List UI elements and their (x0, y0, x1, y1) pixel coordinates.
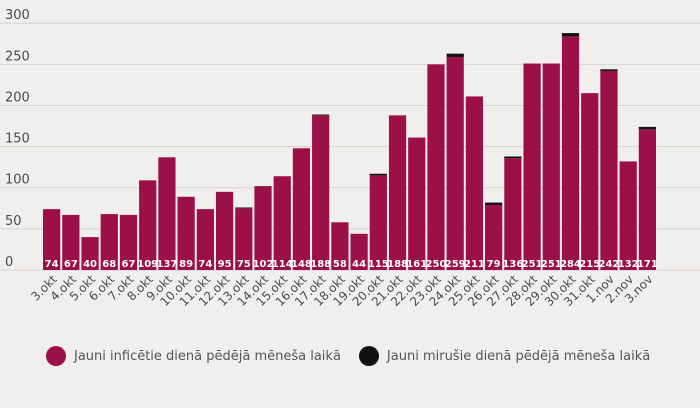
bar-value-label: 136 (502, 259, 523, 270)
y-tick-label: 50 (5, 214, 22, 229)
bar-infected (139, 180, 157, 270)
bar-deaths (638, 126, 656, 130)
bar-infected (100, 214, 118, 270)
bar-deaths (561, 33, 580, 37)
y-tick-label: 100 (5, 173, 30, 188)
bar-value-label: 75 (237, 259, 251, 270)
legend-item-infected: Jauni inficētie dienā pēdējā mēneša laik… (46, 346, 341, 366)
bar-deaths (312, 114, 330, 116)
bar-infected (542, 63, 560, 270)
bar-infected (427, 64, 445, 271)
bar-value-label: 68 (102, 259, 116, 270)
legend-label-infected: Jauni inficētie dienā pēdējā mēneša laik… (74, 348, 341, 364)
legend-swatch-deaths (358, 346, 379, 366)
bar-infected (638, 129, 656, 270)
bar-value-label: 115 (368, 259, 389, 270)
bar-value-label: 44 (352, 259, 366, 270)
bar-value-label: 259 (445, 259, 466, 270)
bar-value-label: 188 (387, 259, 408, 270)
bar-infected (292, 148, 311, 270)
bar-infected (235, 208, 253, 270)
bar-infected (81, 237, 99, 270)
bar-value-label: 102 (253, 259, 274, 270)
bars (43, 33, 656, 271)
bar-value-label: 211 (464, 259, 485, 270)
bar-value-label: 79 (487, 259, 501, 270)
bar-infected (465, 96, 484, 270)
bar-infected (581, 93, 599, 270)
bar-value-label: 58 (333, 259, 347, 270)
bar-value-label: 171 (637, 259, 658, 270)
y-tick-label: 300 (5, 8, 30, 23)
bar-deaths (600, 69, 618, 71)
bar-deaths (235, 207, 253, 209)
bar-value-label: 95 (218, 259, 232, 270)
bar-infected (504, 158, 522, 270)
legend: Jauni inficētie dienā pēdējā mēneša laik… (46, 346, 668, 366)
bar-value-label: 251 (541, 259, 562, 270)
bar-infected (561, 36, 580, 270)
bar-value-label: 251 (522, 259, 543, 270)
bar-infected (619, 161, 637, 270)
bar-infected (254, 186, 272, 270)
y-tick-label: 0 (5, 255, 13, 270)
bar-value-label: 109 (137, 259, 158, 270)
bar-infected (369, 175, 387, 270)
bar-value-label: 148 (291, 259, 312, 270)
y-tick-label: 250 (5, 49, 30, 64)
bar-value-label: 188 (310, 259, 331, 270)
bar-infected (312, 115, 330, 271)
bar-value-label: 114 (272, 259, 293, 270)
bar-value-label: 40 (83, 259, 97, 270)
bar-infected (331, 222, 349, 270)
bar-value-label: 132 (618, 259, 639, 270)
bar-infected (273, 176, 291, 270)
y-tick-label: 150 (5, 132, 30, 147)
bar-infected (43, 209, 61, 270)
y-axis-ticks: 0 50 100 150 200 250 300 (5, 8, 30, 270)
bar-infected (215, 191, 234, 270)
bar-deaths (369, 173, 387, 176)
bar-value-label: 137 (156, 259, 177, 270)
legend-swatch-infected (46, 346, 66, 366)
bar-infected (408, 137, 426, 270)
bar-value-label: 89 (179, 259, 193, 270)
x-axis-ticks: 3.okt4.okt5.okt6.okt7.okt8.okt9.okt10.ok… (28, 272, 655, 309)
bar-value-label: 74 (198, 259, 212, 270)
bar-infected (62, 214, 80, 270)
legend-item-deaths: Jauni mirušie dienā pēdējā mēneša laikā (358, 346, 651, 366)
bar-infected (177, 196, 195, 270)
bar-deaths (446, 53, 464, 57)
bar-infected (523, 63, 541, 270)
bar-infected (119, 214, 138, 270)
y-tick-label: 200 (5, 90, 30, 105)
bar-deaths (504, 156, 522, 159)
bar-value-label: 284 (560, 259, 581, 270)
bar-infected (485, 205, 503, 270)
bar-infected (446, 56, 464, 270)
bar-infected (388, 115, 407, 271)
bar-value-label: 74 (45, 259, 59, 270)
bar-value-label: 67 (64, 259, 78, 270)
bar-value-label: 250 (426, 259, 447, 270)
bar-infected (158, 157, 176, 270)
bar-deaths (485, 202, 503, 206)
legend-label-deaths: Jauni mirušie dienā pēdējā mēneša laikā (386, 348, 651, 364)
bar-infected (600, 70, 618, 270)
bar-value-label: 215 (579, 259, 600, 270)
bar-value-label: 242 (599, 259, 620, 270)
bar-value-label: 67 (122, 259, 136, 270)
bar-infected (196, 209, 214, 270)
bar-infected (350, 233, 368, 270)
bar-value-label: 161 (406, 259, 427, 270)
